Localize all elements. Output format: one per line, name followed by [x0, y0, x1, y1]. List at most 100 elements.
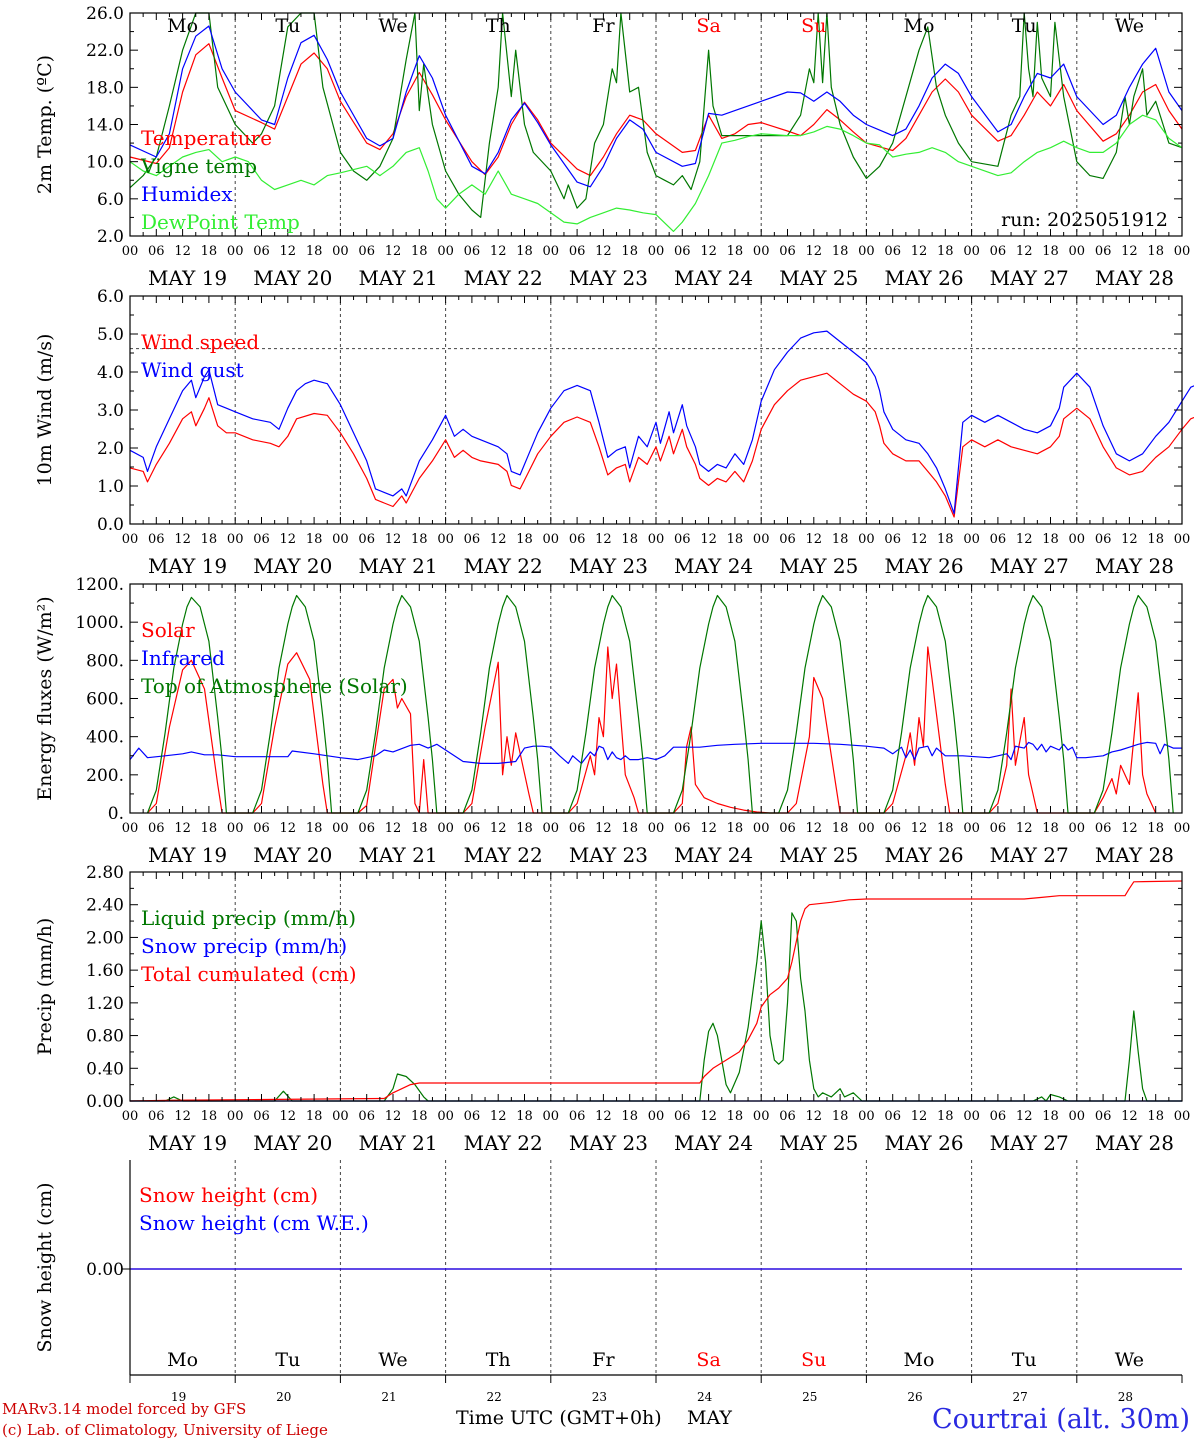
hour-tick-label: 12 [1016, 244, 1033, 259]
y-tick-label: 3.0 [97, 401, 124, 421]
hour-tick-label: 00 [1174, 532, 1191, 547]
hour-tick-label: 18 [832, 532, 849, 547]
hour-tick-label: 12 [385, 1109, 402, 1124]
hour-tick-label: 06 [779, 532, 796, 547]
hour-tick-label: 12 [911, 244, 928, 259]
hour-tick-label: 18 [1147, 1109, 1164, 1124]
y-tick-label: 1200. [75, 575, 124, 595]
hour-tick-label: 00 [1069, 821, 1086, 836]
hour-tick-label: 06 [358, 532, 375, 547]
hour-tick-label: 18 [201, 821, 218, 836]
hour-tick-label: 12 [911, 1109, 928, 1124]
hour-tick-label: 06 [674, 532, 691, 547]
hour-tick-label: 06 [990, 821, 1007, 836]
y-tick-label: 1.20 [86, 994, 124, 1014]
hour-tick-label: 12 [1121, 821, 1138, 836]
day-tick-label: MAY 28 [1095, 843, 1174, 867]
hour-tick-label: 18 [621, 244, 638, 259]
day-tick-label: MAY 26 [884, 1131, 963, 1155]
y-tick-label: 0.0 [97, 515, 124, 535]
hour-tick-label: 12 [280, 244, 297, 259]
series-line [130, 912, 1182, 1102]
weekday-label: Th [486, 1349, 511, 1371]
hour-tick-label: 18 [306, 1109, 323, 1124]
hour-tick-label: 18 [201, 532, 218, 547]
day-tick-label: MAY 19 [148, 843, 227, 867]
day-tick-label: MAY 28 [1095, 266, 1174, 290]
hour-tick-label: 00 [1174, 1109, 1191, 1124]
legend-entry: Infrared [141, 646, 225, 670]
hour-tick-label: 00 [227, 244, 244, 259]
hour-tick-label: 00 [648, 821, 665, 836]
weekday-label: We [378, 15, 407, 37]
hour-tick-label: 18 [516, 821, 533, 836]
weekday-label: Tu [275, 15, 300, 37]
legend-entry: Snow precip (mm/h) [141, 934, 347, 958]
footer-credit-line-2: (c) Lab. of Climatology, University of L… [2, 1421, 328, 1439]
day-number-label: 20 [276, 1390, 291, 1404]
y-tick-label: 2.0 [97, 439, 124, 459]
hour-tick-label: 00 [332, 821, 349, 836]
hour-tick-label: 18 [937, 244, 954, 259]
hour-tick-label: 12 [806, 1109, 823, 1124]
series-line [129, 330, 1194, 515]
hour-tick-label: 12 [806, 244, 823, 259]
hour-tick-label: 12 [280, 532, 297, 547]
hour-tick-label: 12 [174, 532, 191, 547]
y-tick-label: 0.40 [86, 1059, 124, 1079]
weekday-label: Th [486, 15, 511, 37]
hour-tick-label: 12 [700, 1109, 717, 1124]
hour-tick-label: 00 [963, 821, 980, 836]
y-tick-label: 6.0 [97, 287, 124, 307]
weekday-label: Mo [167, 1349, 198, 1371]
day-tick-label: MAY 26 [884, 843, 963, 867]
hour-tick-label: 00 [437, 532, 454, 547]
y-tick-label: 2.0 [97, 227, 124, 247]
hour-tick-label: 18 [516, 532, 533, 547]
hour-tick-label: 00 [227, 1109, 244, 1124]
hour-tick-label: 18 [411, 532, 428, 547]
day-tick-label: MAY 28 [1095, 554, 1174, 578]
hour-tick-label: 00 [437, 1109, 454, 1124]
hour-tick-label: 18 [832, 1109, 849, 1124]
hour-tick-label: 12 [174, 821, 191, 836]
hour-tick-label: 18 [937, 821, 954, 836]
hour-tick-label: 00 [753, 532, 770, 547]
weekday-label: We [378, 1349, 407, 1371]
y-tick-label: 2.80 [86, 863, 124, 883]
hour-tick-label: 00 [648, 1109, 665, 1124]
hour-tick-label: 18 [727, 532, 744, 547]
hour-tick-label: 12 [280, 821, 297, 836]
hour-tick-label: 06 [884, 244, 901, 259]
hour-tick-label: 18 [937, 532, 954, 547]
run-label: run: 2025051912 [1001, 209, 1168, 231]
hour-tick-label: 06 [1095, 532, 1112, 547]
hour-tick-label: 00 [543, 1109, 560, 1124]
hour-tick-label: 12 [385, 821, 402, 836]
y-tick-label: 5.0 [97, 325, 124, 345]
hour-tick-label: 00 [1069, 244, 1086, 259]
y-tick-label: 600. [86, 690, 124, 710]
day-tick-label: MAY 20 [253, 266, 332, 290]
hour-tick-label: 18 [201, 1109, 218, 1124]
legend-entry: Snow height (cm) [139, 1183, 318, 1207]
hour-tick-label: 12 [700, 244, 717, 259]
hour-tick-label: 12 [1121, 1109, 1138, 1124]
hour-tick-label: 12 [806, 532, 823, 547]
day-number-label: 22 [487, 1390, 502, 1404]
day-number-label: 27 [1013, 1390, 1028, 1404]
hour-tick-label: 00 [1069, 1109, 1086, 1124]
day-tick-label: MAY 22 [464, 554, 543, 578]
hour-tick-label: 18 [1042, 821, 1059, 836]
xaxis-title: Time UTC (GMT+0h) [456, 1407, 662, 1429]
day-tick-label: MAY 24 [674, 554, 753, 578]
weekday-label: We [1115, 15, 1144, 37]
legend-entry: Solar [141, 618, 195, 642]
y-axis-title: Snow height (cm) [34, 1182, 56, 1352]
y-tick-label: 800. [86, 651, 124, 671]
legend-entry: Temperature [141, 126, 272, 150]
hour-tick-label: 06 [884, 532, 901, 547]
hour-tick-label: 12 [700, 532, 717, 547]
y-tick-label: 4.0 [97, 363, 124, 383]
y-tick-label: 1.0 [97, 477, 124, 497]
